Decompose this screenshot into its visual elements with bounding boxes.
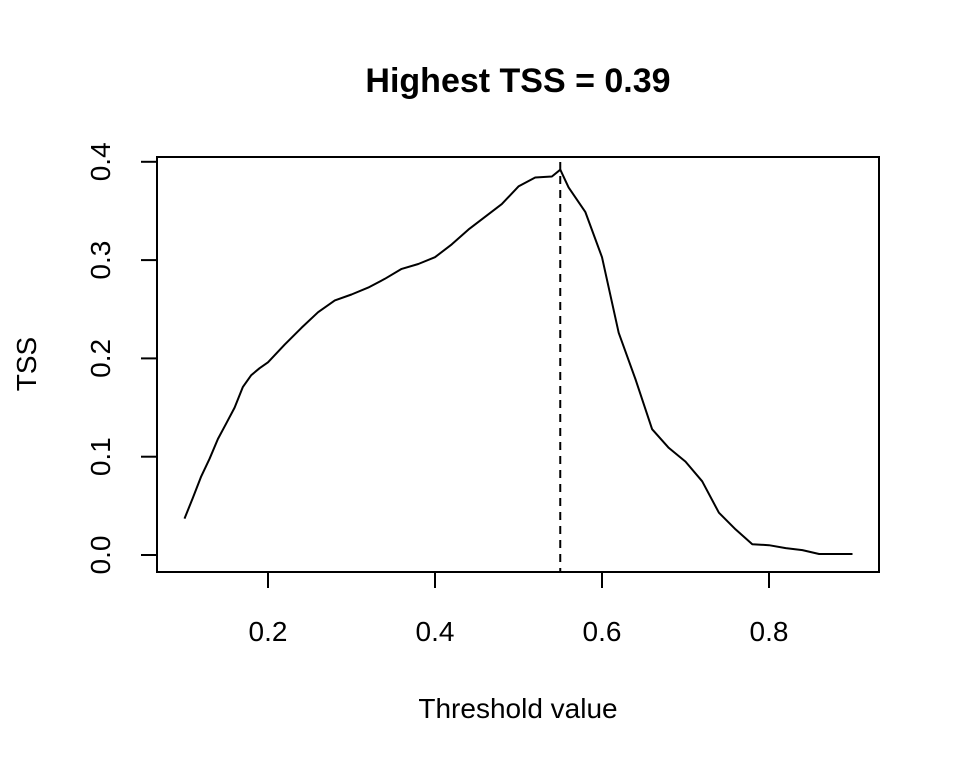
x-tick-label: 0.2 bbox=[249, 616, 288, 647]
y-tick-label: 0.3 bbox=[85, 241, 116, 280]
y-tick-label: 0.4 bbox=[85, 142, 116, 181]
x-tick-label: 0.8 bbox=[750, 616, 789, 647]
x-tick-label: 0.4 bbox=[416, 616, 455, 647]
chart-title: Highest TSS = 0.39 bbox=[365, 62, 670, 100]
x-axis: 0.2 0.4 0.6 0.8 bbox=[249, 571, 789, 647]
y-axis: 0.0 0.1 0.2 0.3 0.4 bbox=[85, 142, 158, 575]
x-axis-label: Threshold value bbox=[418, 693, 617, 724]
y-axis-label: TSS bbox=[11, 337, 42, 391]
y-tick-label: 0.2 bbox=[85, 339, 116, 378]
x-tick-label: 0.6 bbox=[583, 616, 622, 647]
y-tick-label: 0.0 bbox=[85, 536, 116, 575]
y-tick-label: 0.1 bbox=[85, 437, 116, 476]
tss-curve bbox=[183, 168, 853, 555]
